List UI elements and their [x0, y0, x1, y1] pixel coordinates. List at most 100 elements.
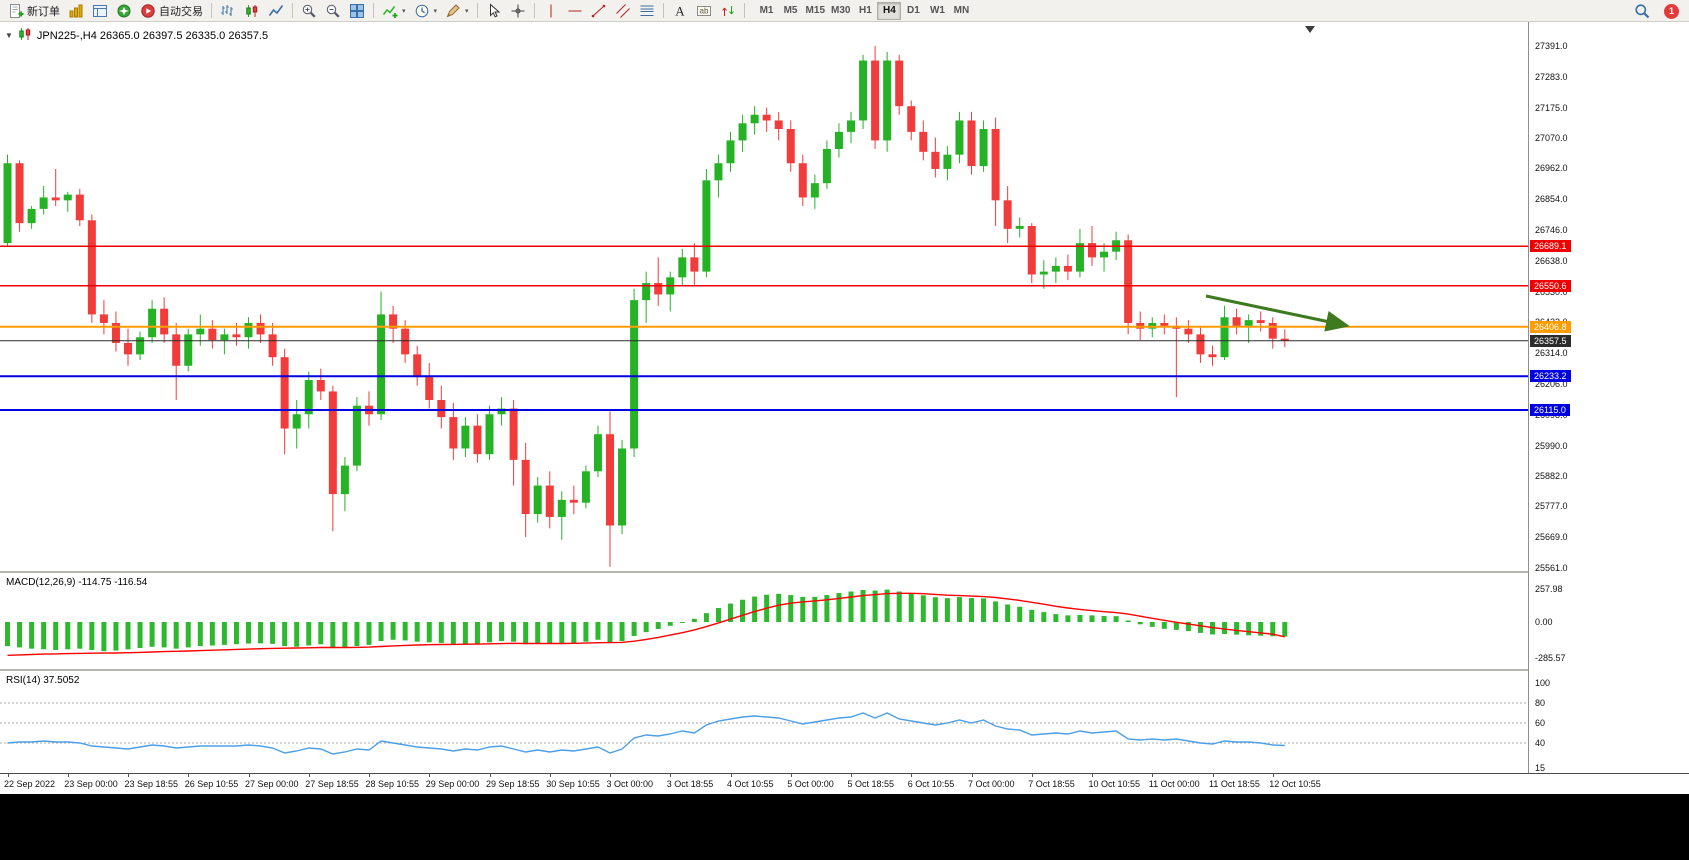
crosshair-button[interactable] [506, 1, 530, 21]
rsi-axis-label: 60 [1535, 718, 1546, 728]
macd-indicator[interactable] [0, 575, 1528, 669]
timeframe-m30-button[interactable]: M30 [828, 2, 853, 20]
time-axis-tick [1092, 774, 1093, 777]
text-button[interactable]: A [668, 1, 692, 21]
zoom-out-button[interactable] [321, 1, 345, 21]
zoom-out-icon [325, 3, 341, 19]
chart-shift-marker[interactable] [1305, 26, 1315, 33]
time-axis-tick [1212, 774, 1214, 777]
time-axis[interactable]: 22 Sep 2022 23 Sep 00:00 23 Sep 18:55 26 Se… [0, 773, 1689, 794]
time-axis-label: 27 Sep 18:55 [305, 779, 359, 789]
cursor-button[interactable] [482, 1, 506, 21]
profiles-icon [68, 3, 84, 19]
time-axis-tick [188, 774, 190, 777]
dropdown-caret-icon[interactable]: ▾ [465, 7, 469, 15]
panel-splitter[interactable] [0, 669, 1689, 671]
candles-icon [244, 3, 260, 19]
macd-axis-label: 0.00 [1535, 617, 1553, 627]
tile-windows-icon [349, 3, 365, 19]
zoom-in-button[interactable] [297, 1, 321, 21]
profiles-button[interactable] [64, 1, 88, 21]
time-axis-label: 23 Sep 00:00 [64, 779, 118, 789]
price-axis-label: 25990.0 [1535, 440, 1568, 451]
fibonacci-button[interactable] [635, 1, 659, 21]
time-axis-label: 10 Oct 10:55 [1088, 779, 1141, 789]
candles [3, 46, 1289, 567]
vertical-line-button[interactable] [539, 1, 563, 21]
data-window-button[interactable] [88, 1, 112, 21]
dropdown-caret-icon[interactable]: ▾ [402, 7, 406, 15]
trendline-button[interactable] [587, 1, 611, 21]
timeframe-w1-button[interactable]: W1 [925, 2, 949, 20]
arrows-button[interactable] [716, 1, 740, 21]
candlestick-chart-button[interactable] [240, 1, 264, 21]
navigator-button[interactable] [112, 1, 136, 21]
timeframe-d1-button[interactable]: D1 [901, 2, 925, 20]
hline-icon [567, 3, 583, 19]
time-axis-label: 4 Oct 10:55 [727, 779, 774, 789]
price-axis-label: 26962.0 [1535, 163, 1568, 174]
macd-label: MACD(12,26,9) -114.75 -116.54 [6, 577, 148, 588]
timeframe-mn-button[interactable]: MN [949, 2, 973, 20]
macd-signal-line [7, 592, 1285, 656]
timeframe-m1-button[interactable]: M1 [755, 2, 779, 20]
search-icon [1634, 3, 1650, 19]
panel-splitter[interactable] [0, 571, 1689, 573]
tile-windows-button[interactable] [345, 1, 369, 21]
data-window-icon [92, 3, 108, 19]
notification-badge[interactable]: 1 [1664, 3, 1679, 19]
price-axis-label: 26854.0 [1535, 194, 1568, 205]
time-axis-label: 7 Oct 00:00 [968, 779, 1015, 789]
timeframe-h4-button[interactable]: H4 [877, 1, 902, 20]
time-axis-tick [1272, 774, 1274, 777]
line-chart-button[interactable] [264, 1, 288, 21]
new-order-button[interactable]: 新订单 [4, 1, 64, 21]
templates-icon [445, 3, 461, 19]
current-price-badge: 26357.5 [1530, 334, 1571, 347]
time-axis-label: 3 Oct 18:55 [666, 779, 714, 789]
svg-text:A: A [675, 3, 685, 18]
timeframe-h1-button[interactable]: H1 [853, 2, 877, 20]
bottom-strip [0, 793, 1689, 860]
time-axis-tick [851, 774, 852, 777]
indicators-button[interactable]: ▾ [378, 1, 410, 21]
time-axis-label: 3 Oct 00:00 [606, 779, 654, 789]
horizontal-line-button[interactable] [563, 1, 587, 21]
rsi-indicator[interactable] [0, 673, 1528, 773]
price-axis-label: 25669.0 [1535, 532, 1568, 543]
candlestick-icon [17, 28, 33, 45]
toolbar-right: 1 [1630, 0, 1679, 22]
channel-button[interactable] [611, 1, 635, 21]
text-label-button[interactable]: ab [692, 1, 716, 21]
arrows-icon [720, 3, 736, 19]
trend-arrow-annotation[interactable] [1205, 294, 1350, 332]
fibonacci-icon [639, 3, 655, 19]
templates-button[interactable]: ▾ [441, 1, 473, 21]
bar-chart-icon [220, 3, 236, 19]
time-axis-label: 11 Oct 00:00 [1148, 779, 1200, 789]
symbol-dropdown-icon[interactable]: ▼ [5, 31, 13, 40]
cursor-icon [486, 2, 502, 19]
search-button[interactable] [1630, 1, 1654, 21]
trendline-icon [591, 3, 607, 19]
price-level-badge: 26233.2 [1530, 370, 1571, 383]
dropdown-caret-icon[interactable]: ▾ [433, 7, 438, 15]
toolbar-separator [476, 3, 478, 18]
price-chart[interactable] [0, 22, 1528, 571]
price-axis-label: 26206.0 [1535, 379, 1568, 390]
autotrading-button[interactable]: 自动交易 [136, 1, 207, 21]
periods-button[interactable]: ▾ [410, 1, 442, 21]
navigator-icon [116, 3, 132, 19]
bar-chart-button[interactable] [216, 1, 240, 21]
line-chart-icon [268, 3, 284, 19]
rsi-axis-label: 80 [1535, 698, 1546, 708]
chart-title: ▼ JPN225-,H4 26365.0 26397.5 26335.0 263… [5, 26, 268, 45]
timeframe-toolbar: M1 M5 M15 M30 H1 H4 D1 W1 MN [755, 1, 974, 20]
time-axis-tick [128, 774, 129, 777]
timeframe-m15-button[interactable]: M15 [803, 2, 828, 20]
time-axis-label: 7 Oct 18:55 [1028, 779, 1075, 789]
price-axis-label: 27175.0 [1535, 102, 1568, 113]
timeframe-m5-button[interactable]: M5 [779, 2, 803, 20]
price-axis[interactable]: 27391.0 27283.0 27175.0 27070.0 26962.0 26854… [1528, 22, 1689, 793]
rsi-label: RSI(14) 37.5052 [6, 675, 80, 686]
